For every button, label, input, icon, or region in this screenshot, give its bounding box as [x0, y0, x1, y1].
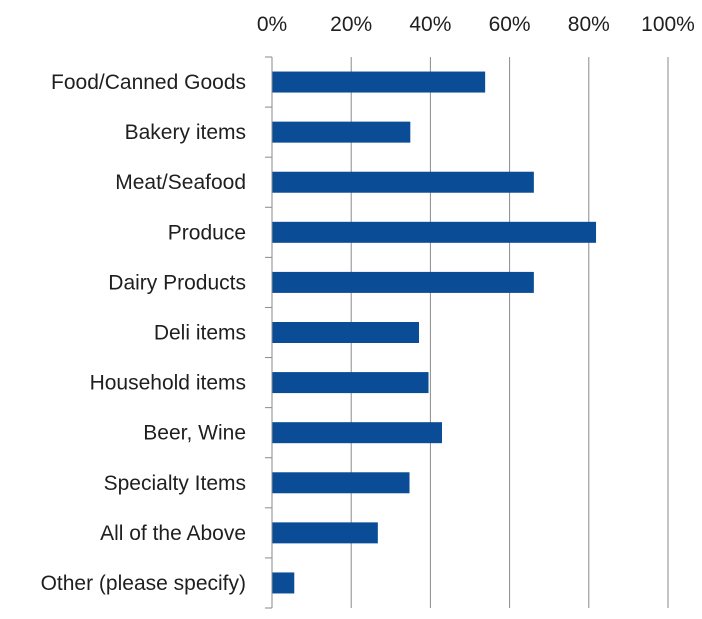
- bar: [272, 522, 378, 544]
- x-tick-label: 100%: [641, 13, 695, 36]
- category-label: Household items: [90, 372, 246, 395]
- category-label: Produce: [168, 221, 246, 244]
- x-tick-label: 80%: [568, 13, 610, 36]
- bar: [272, 372, 429, 394]
- x-tick-label: 40%: [409, 13, 451, 36]
- category-label: All of the Above: [100, 522, 246, 545]
- category-label: Deli items: [154, 322, 246, 345]
- bar: [272, 472, 410, 494]
- bar: [272, 422, 442, 444]
- x-tick-label: 60%: [489, 13, 531, 36]
- bar: [272, 171, 534, 193]
- bars: [272, 71, 597, 594]
- category-label: Food/Canned Goods: [51, 71, 246, 94]
- category-labels: Food/Canned Goods Bakery items Meat/Seafoo…: [41, 71, 246, 595]
- x-tick-labels: 0% 20% 40% 60% 80% 100%: [257, 13, 695, 36]
- category-label: Dairy Products: [108, 271, 246, 294]
- category-label: Meat/Seafood: [115, 171, 246, 194]
- category-label: Bakery items: [125, 121, 246, 144]
- bar: [272, 121, 411, 143]
- bar: [272, 71, 486, 93]
- bar: [272, 221, 597, 243]
- bar: [272, 572, 295, 594]
- category-label: Other (please specify): [41, 572, 246, 595]
- bar: [272, 271, 534, 293]
- x-tick-label: 0%: [257, 13, 287, 36]
- category-label: Specialty Items: [104, 472, 246, 495]
- bar: [272, 322, 420, 343]
- y-axis: [265, 56, 273, 609]
- x-tick-label: 20%: [330, 13, 372, 36]
- category-label: Beer, Wine: [143, 422, 246, 445]
- gridlines: [350, 57, 669, 608]
